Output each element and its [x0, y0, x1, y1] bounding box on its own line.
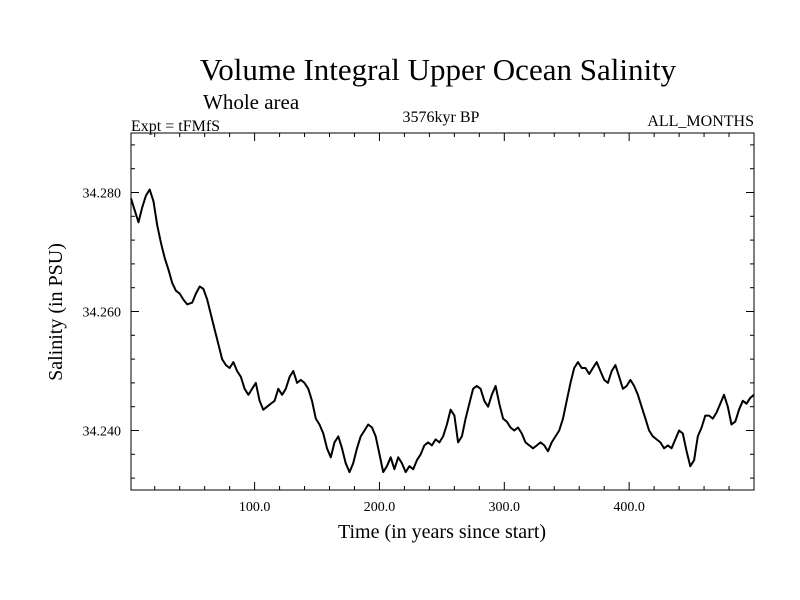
y-axis-label: Salinity (in PSU): [45, 243, 67, 381]
y-tick-label: 34.260: [83, 306, 122, 321]
x-tick-label: 100.0: [239, 500, 271, 515]
x-tick-label: 400.0: [613, 500, 645, 515]
months-label: ALL_MONTHS: [647, 113, 754, 130]
experiment-label: Expt = tFMfS: [131, 118, 220, 135]
y-axis-ticks: 34.240 34.260 34.280: [83, 144, 754, 479]
chart-title: Volume Integral Upper Ocean Salinity: [200, 52, 677, 87]
salinity-series-line: [130, 188, 755, 474]
chart-subtitle: Whole area: [203, 90, 300, 114]
period-label: 3576kyr BP: [403, 109, 480, 126]
x-axis-ticks: 100.0 200.0 300.0 400.0: [154, 133, 730, 515]
x-tick-label: 200.0: [364, 500, 396, 515]
x-tick-label: 300.0: [489, 500, 521, 515]
y-tick-label: 34.240: [83, 425, 122, 440]
y-tick-label: 34.280: [83, 187, 122, 202]
x-axis-label: Time (in years since start): [338, 521, 546, 543]
